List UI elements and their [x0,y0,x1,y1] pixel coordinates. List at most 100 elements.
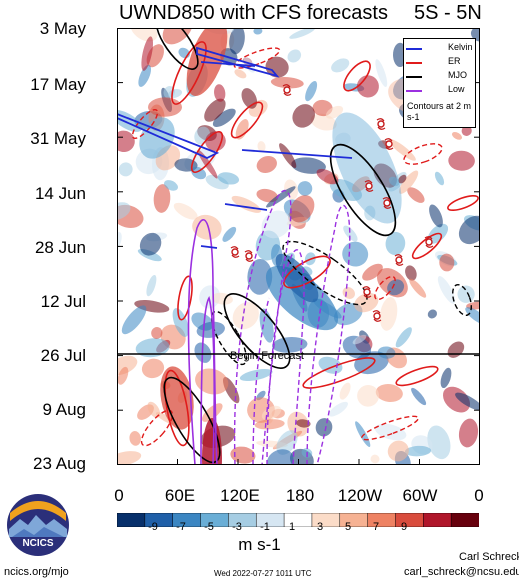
anomaly-patch [271,337,308,353]
legend-item-low: Low [406,84,476,96]
kelvin-contours [117,46,353,249]
low-contours-negative [233,189,351,465]
anomaly-patch [354,292,379,313]
er-contour [131,108,159,140]
low-contour [187,218,218,465]
tropical-cyclone-icon [364,180,374,192]
colorbar-cell [450,513,479,527]
anomaly-patch [172,308,189,337]
anomaly-patch [465,307,480,325]
anomaly-patch [257,141,266,152]
colorbar-cell [117,513,146,527]
anomaly-patch [217,172,240,185]
colorbar-label: -3 [232,521,242,533]
legend-swatch-low [406,90,422,92]
anomaly-patch [434,171,445,186]
anomaly-patch [289,28,315,39]
anomaly-patch [331,58,350,73]
anomaly-patch [357,384,380,407]
anomaly-patch [339,382,351,400]
y-ticks [117,28,480,465]
anomaly-patch [239,369,273,381]
er-contour [343,60,371,92]
anomaly-patch [305,80,318,102]
anomaly-patch [146,274,157,297]
colorbar-cell [423,513,452,527]
anomaly-patch [364,205,376,221]
tropical-cyclone-icon [282,84,292,96]
anomaly-patch [448,150,475,171]
er-contours [164,41,479,447]
colorbar-cell [367,513,397,527]
anomaly-patch [296,419,311,428]
anomaly-patch [117,130,135,153]
anomaly-patch [117,232,122,250]
anomaly-patch [186,28,228,96]
region-label: 5S - 5N [414,2,482,24]
chart-title: UWND850 with CFS forecasts [119,2,388,24]
anomaly-patch [455,392,480,411]
tropical-cyclone-icon [244,250,254,262]
anomaly-patch [279,143,297,169]
mjo-contour [282,240,368,306]
website-link[interactable]: ncics.org/mjo [4,566,69,578]
low-contour [200,296,215,465]
mjo-contour [155,28,199,70]
timestamp: Wed 2022-07-27 1011 UTC [214,569,312,578]
x-ticks [117,459,480,465]
x-tick-label: 0 [474,486,484,505]
anomaly-patch [407,187,425,203]
anomaly-patch [335,132,351,146]
er-contour [164,369,190,447]
anomaly-patch [256,156,277,173]
anomaly-patch [202,403,223,422]
mjo-contour [223,293,291,369]
anomaly-patch [191,166,207,180]
anomaly-patch [162,28,193,45]
x-tick-label: 60W [402,486,438,505]
legend-label: MJO [448,70,467,80]
x-tick-label: 0 [114,486,124,505]
colorbar-label: -7 [176,521,186,533]
y-tick-label: 23 Aug [33,454,86,473]
anomaly-patch [362,263,383,281]
legend-swatch-kelvin [406,48,422,50]
anomaly-patch [461,125,472,136]
colorbar-label: 7 [372,521,380,533]
anomaly-patch [379,297,398,331]
kelvin-contour [196,46,280,78]
mjo-contour [163,376,221,464]
anomaly-patch [387,440,409,462]
colorbar-label: -9 [148,521,158,533]
mjo-contour [329,143,397,237]
forecast-label: Begin Forecast [230,350,304,362]
author-email[interactable]: carl_schreck@ncsu.edu [404,566,519,578]
anomaly-patch [254,419,285,430]
legend: Kelvin ER MJO Low Contours at 2 m s-1 [403,38,476,128]
tropical-cyclone-icon [382,197,392,209]
y-tick-label: 12 Jul [40,292,86,311]
anomaly-patch [398,170,419,194]
er-contour [361,415,419,441]
tropical-cyclone-icon [362,286,372,298]
anomaly-patch [270,76,304,89]
anomaly-patch [138,64,152,87]
legend-label: Low [448,84,465,94]
anomaly-patch [118,162,133,177]
anomaly-patch [458,215,480,245]
anomaly-patch [352,176,370,193]
x-tick-label: 120E [220,486,260,505]
anomaly-patch [232,301,259,330]
low-contour [266,249,305,465]
anomaly-patch [222,226,237,242]
y-tick-label: 26 Jul [40,346,86,365]
colorbar-label: 1 [288,521,296,533]
anomaly-patch [297,181,313,196]
logo-text: NCICS [22,538,53,549]
anomaly-patch [437,276,456,304]
anomaly-patch [355,421,371,447]
y-tick-label: 9 Aug [42,400,87,419]
low-contour [252,297,270,465]
er-contour [177,275,193,321]
anomaly-patch [442,386,471,413]
